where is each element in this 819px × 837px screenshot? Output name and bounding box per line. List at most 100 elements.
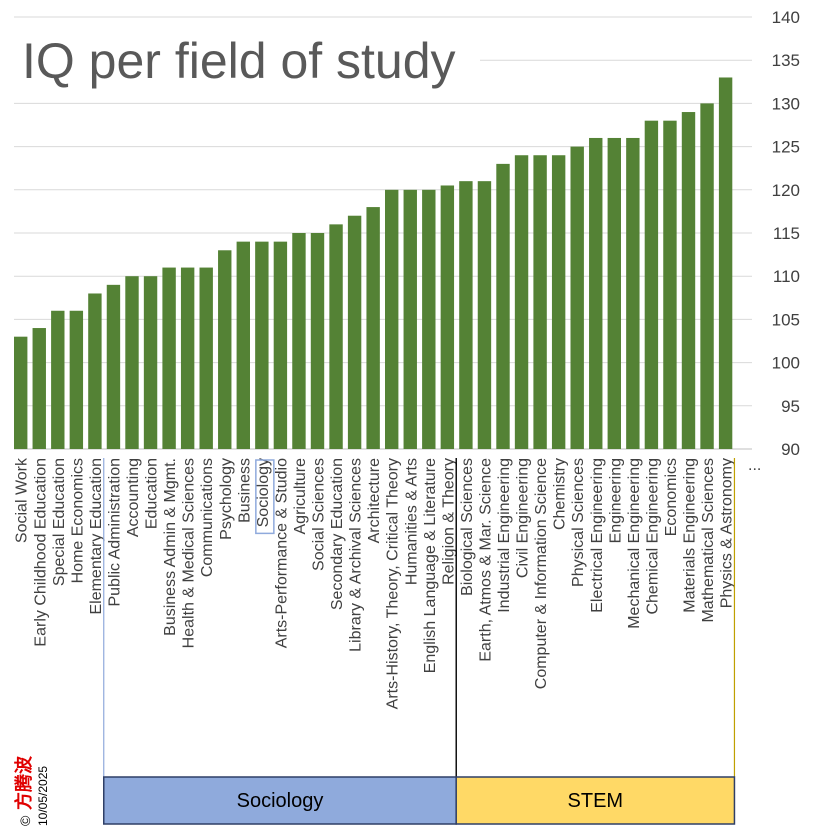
x-category-label: Sociology (255, 458, 272, 527)
bar (88, 293, 102, 449)
bar (644, 120, 659, 450)
y-axis-ticks: 90 95 100 105 110 115 120 125 130 135 140 (772, 8, 800, 459)
group-label: Sociology (237, 790, 324, 812)
chart-title-group: IQ per field of study (14, 30, 480, 92)
bar (477, 181, 492, 449)
x-category-label: Economics (663, 458, 680, 536)
bar (329, 224, 343, 449)
x-category-label: Biological Sciences (459, 458, 476, 596)
bar (422, 189, 436, 450)
y-tick-label: 100 (772, 354, 800, 373)
x-category-label: Chemical Engineering (644, 458, 661, 615)
x-category-label: Business (236, 458, 253, 523)
more-indicator: ... (748, 457, 761, 474)
bar (143, 276, 158, 449)
bar (681, 112, 696, 449)
x-category-label: Arts-Performance & Studio (273, 458, 290, 648)
title-background (14, 30, 480, 92)
bar (106, 284, 121, 449)
x-category-label: Mechanical Engineering (626, 458, 643, 629)
x-category-label: Health & Medical Sciences (181, 458, 198, 648)
x-category-label: Elementary Education (88, 458, 105, 615)
bar (69, 310, 84, 449)
x-category-label: Civil Engineering (515, 458, 532, 578)
bar (366, 207, 380, 449)
x-axis-categories: Social Work Early Childhood Education Spec… (14, 457, 736, 709)
x-category-label: Library & Archival Sciences (348, 458, 365, 652)
y-tick-label: 125 (772, 138, 800, 157)
bar (570, 146, 584, 449)
group-label: STEM (568, 790, 624, 812)
bar (607, 137, 621, 449)
bar (51, 310, 65, 449)
x-category-label: Physics & Astronomy (719, 458, 736, 608)
x-category-label: Mathematical Sciences (700, 458, 717, 623)
bar (440, 185, 455, 450)
bar (310, 233, 325, 449)
x-category-label: Physical Sciences (570, 458, 587, 587)
x-category-label: Arts-History, Theory, Critical Theory (385, 458, 402, 709)
x-category-label: Home Economics (69, 458, 86, 583)
x-category-label: Electrical Engineering (589, 458, 606, 613)
category-groups: Sociology STEM (103, 458, 736, 825)
bar (663, 120, 677, 450)
copyright-mark: © (17, 815, 33, 826)
bar (347, 215, 362, 449)
bar (292, 233, 306, 449)
bar (533, 155, 547, 450)
y-tick-label: 140 (772, 8, 800, 27)
credit: © 方腾波 10/05/2025 (13, 755, 50, 826)
x-category-label: Business Admin & Mgmt. (162, 458, 179, 636)
x-category-label: Computer & Information Science (533, 458, 550, 689)
chart-title: IQ per field of study (22, 33, 456, 89)
bar (514, 155, 529, 450)
group-box (455, 776, 736, 825)
y-tick-label: 95 (781, 397, 800, 416)
bar (459, 181, 473, 449)
bar (32, 328, 46, 449)
y-tick-label: 120 (772, 181, 800, 200)
x-category-label: Religion & Theory (440, 458, 457, 585)
bar (180, 267, 195, 449)
y-tick-label: 110 (773, 267, 800, 286)
x-category-label: Public Administration (106, 458, 123, 607)
x-category-label: Education (144, 458, 161, 529)
bar (718, 77, 733, 449)
y-tick-label: 90 (781, 440, 800, 459)
y-tick-label: 135 (772, 51, 800, 70)
bar (218, 250, 232, 449)
bar (403, 189, 417, 450)
x-category-label: Engineering (607, 458, 624, 543)
bar (700, 103, 714, 450)
x-category-label: Accounting (125, 458, 142, 537)
x-category-label: Earth, Atmos & Mar. Science (477, 458, 494, 662)
x-category-label: Special Education (51, 458, 68, 586)
bar (125, 276, 139, 449)
credit-date: 10/05/2025 (36, 766, 50, 826)
x-category-label: Psychology (218, 458, 235, 540)
x-category-label: Materials Engineering (682, 458, 699, 613)
x-category-label: Chemistry (552, 458, 569, 530)
y-tick-label: 105 (772, 310, 800, 329)
highlight-box (255, 459, 275, 535)
bar (273, 241, 288, 449)
bar (496, 163, 510, 449)
bar (626, 137, 640, 449)
x-category-label: Communications (199, 458, 216, 577)
bar (385, 189, 399, 450)
bar (14, 336, 28, 449)
x-category-label: Secondary Education (329, 458, 346, 610)
x-category-label: Industrial Engineering (496, 458, 513, 613)
y-tick-label: 115 (773, 224, 800, 243)
y-tick-label: 130 (772, 94, 800, 113)
x-category-label: English Language & Literature (422, 458, 439, 673)
x-category-label: Agriculture (292, 458, 309, 535)
author-name: 方腾波 (13, 755, 35, 810)
bar (199, 267, 213, 449)
bar (589, 137, 603, 449)
x-category-label: Social Sciences (311, 458, 328, 571)
x-category-label: Early Childhood Education (32, 458, 49, 647)
x-category-label: Social Work (14, 457, 31, 543)
bar (551, 155, 566, 450)
